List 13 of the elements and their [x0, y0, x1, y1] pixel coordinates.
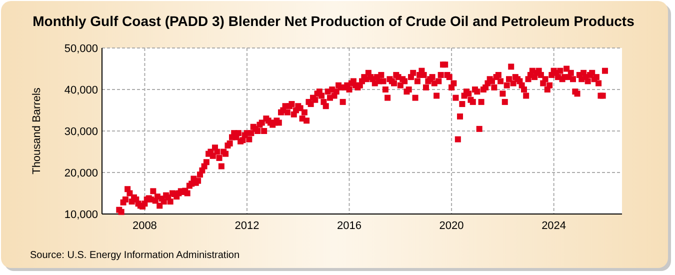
x-tick-label: 2024	[542, 220, 566, 232]
x-tick-label: 2012	[234, 220, 260, 232]
y-tick-label: 10,000	[64, 208, 98, 221]
x-tick-label: 2020	[439, 220, 464, 232]
x-tick-label: 2016	[337, 220, 362, 232]
y-tick-label: 50,000	[64, 42, 98, 55]
y-tick-label: 40,000	[64, 84, 98, 96]
y-axis-title: Thousand Barrels	[31, 87, 43, 174]
x-tick-label: 2008	[132, 220, 157, 232]
chart-title: Monthly Gulf Coast (PADD 3) Blender Net Production of Crude Oil and Petroleum Products	[32, 13, 635, 29]
y-tick-label: 20,000	[64, 167, 98, 180]
source-note: Source: U.S. Energy Information Administration	[30, 250, 240, 261]
y-tick-label: 30,000	[64, 126, 98, 138]
